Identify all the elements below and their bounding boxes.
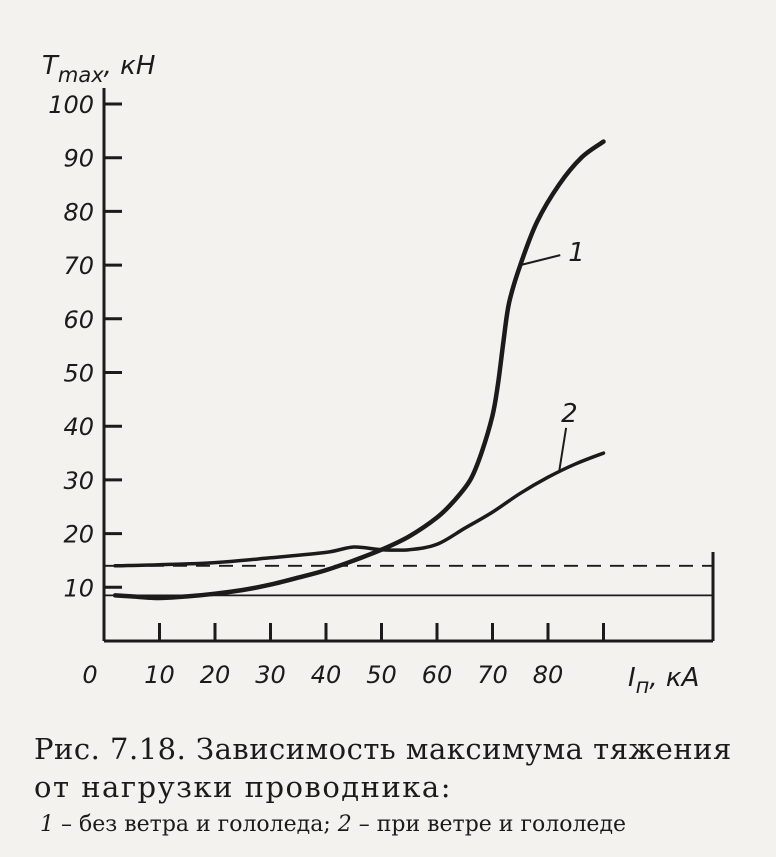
y-tick-label: 80 [63, 198, 94, 226]
x-tick-label: 70 [477, 661, 508, 689]
chart-axes [102, 88, 715, 643]
x-axis-title: Iп, кА [628, 663, 699, 698]
series-label: 1 [568, 238, 585, 268]
y-tick-label: 90 [63, 145, 94, 173]
x-axis-unit: , кА [649, 663, 699, 693]
legend-number-2: 2 [337, 812, 352, 837]
x-tick-label: 0 [82, 661, 97, 689]
series-label-leader [558, 427, 568, 473]
x-tick-label: 50 [366, 661, 397, 689]
figure-caption-title: Рис. 7.18. Зависимость максимума тяжения [34, 732, 732, 766]
y-axis-title: Tmax, кН [42, 51, 155, 87]
y-axis-symbol: T [42, 51, 60, 81]
y-tick-label: 20 [63, 521, 94, 549]
series-line-2 [113, 451, 606, 568]
y-tick-label: 60 [63, 306, 94, 334]
y-tick-label: 70 [63, 252, 94, 280]
series-label-leader [520, 254, 561, 267]
reference-lines [104, 564, 713, 597]
y-tick-label: 100 [48, 91, 94, 119]
y-tick-label: 10 [63, 574, 94, 602]
y-axis-subscript: max [58, 63, 104, 87]
x-axis-subscript: п [636, 674, 650, 698]
x-tick-label: 40 [311, 661, 342, 689]
x-tick-label: 30 [255, 661, 286, 689]
figure-caption-subtitle: от нагрузки проводника: [34, 770, 452, 804]
x-tick-label: 80 [533, 661, 564, 689]
series-group [112, 139, 606, 601]
legend-text-1: – без ветра и гололеда; [54, 812, 338, 837]
x-tick-label: 60 [422, 661, 453, 689]
legend-number-1: 1 [40, 812, 54, 837]
tension-chart: 10 20 30 40 50 60 70 80 90 100 0 10 20 30 40 50 60 70 80 1… [42, 51, 715, 698]
ticks-group: 10 20 30 40 50 60 70 80 90 100 0 10 20 30 40 50 60 70 80 [48, 91, 605, 689]
x-axis-symbol: I [628, 663, 636, 693]
series-label: 2 [561, 399, 578, 429]
series-line-1 [112, 139, 606, 601]
series-labels: 12 [520, 238, 585, 473]
x-tick-label: 10 [144, 661, 175, 689]
legend-text-2: – при ветре и гололеде [351, 812, 627, 837]
x-tick-label: 20 [200, 661, 231, 689]
y-tick-label: 50 [63, 360, 94, 388]
y-axis-unit: , кН [104, 51, 156, 81]
figure-caption-legend: 1 – без ветра и гололеда; 2 – при ветре … [40, 812, 770, 837]
y-tick-label: 30 [63, 467, 94, 495]
y-tick-label: 40 [63, 413, 94, 441]
